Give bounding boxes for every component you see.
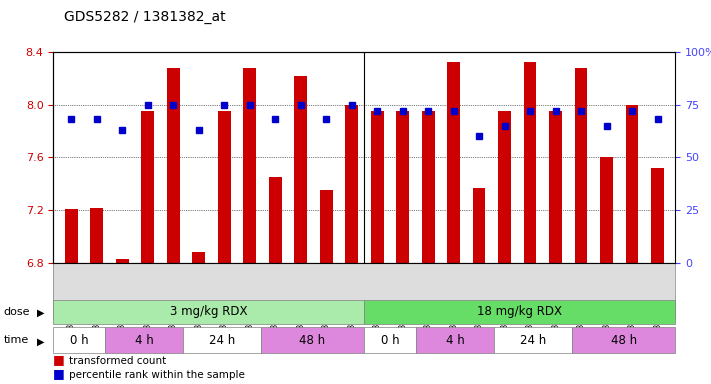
Text: 4 h: 4 h	[134, 334, 154, 347]
Text: ■: ■	[53, 367, 65, 380]
Bar	[167, 68, 180, 263]
Bar	[192, 253, 205, 263]
Text: 4 h: 4 h	[446, 334, 464, 347]
Text: GDS5282 / 1381382_at: GDS5282 / 1381382_at	[64, 10, 225, 23]
Bar	[498, 111, 511, 263]
Text: percentile rank within the sample: percentile rank within the sample	[69, 370, 245, 380]
Bar	[396, 111, 409, 263]
Bar	[294, 76, 307, 263]
Bar	[346, 105, 358, 263]
Text: time: time	[4, 335, 29, 345]
Text: ▶: ▶	[37, 336, 45, 346]
Text: ▶: ▶	[37, 308, 45, 318]
Bar	[243, 68, 256, 263]
Bar	[447, 63, 460, 263]
Bar	[651, 168, 664, 263]
Bar	[549, 111, 562, 263]
Text: 18 mg/kg RDX: 18 mg/kg RDX	[477, 306, 562, 318]
Text: 48 h: 48 h	[611, 334, 636, 347]
Bar	[141, 111, 154, 263]
Bar	[473, 188, 486, 263]
Bar	[626, 105, 638, 263]
Bar	[524, 63, 537, 263]
Text: 0 h: 0 h	[381, 334, 400, 347]
Text: transformed count: transformed count	[69, 356, 166, 366]
Text: 0 h: 0 h	[70, 334, 89, 347]
Text: 3 mg/kg RDX: 3 mg/kg RDX	[170, 306, 247, 318]
Bar	[90, 208, 103, 263]
Bar	[218, 111, 230, 263]
Bar	[65, 209, 77, 263]
Text: 48 h: 48 h	[299, 334, 326, 347]
Bar	[370, 111, 383, 263]
Bar	[269, 177, 282, 263]
Text: ■: ■	[53, 353, 65, 366]
Bar	[574, 68, 587, 263]
Bar	[422, 111, 434, 263]
Bar	[116, 259, 129, 263]
Text: 24 h: 24 h	[209, 334, 235, 347]
Text: dose: dose	[4, 307, 30, 317]
Bar	[320, 190, 333, 263]
Bar	[600, 157, 613, 263]
Text: 24 h: 24 h	[520, 334, 546, 347]
